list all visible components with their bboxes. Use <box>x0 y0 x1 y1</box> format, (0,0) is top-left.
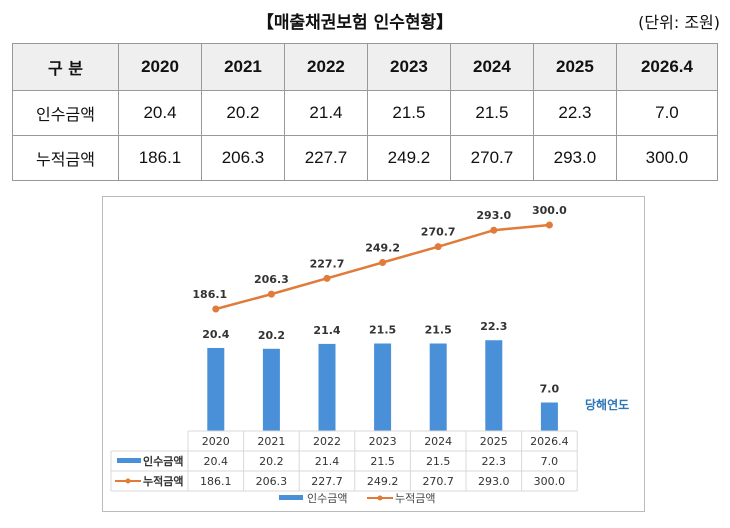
table-value: 20.2 <box>259 455 284 468</box>
cell: 300.0 <box>615 135 719 181</box>
table-value: 20.4 <box>204 455 229 468</box>
category-label: 2021 <box>257 435 285 448</box>
row-label: 누적금액 <box>143 474 183 488</box>
cell: 20.4 <box>118 90 202 136</box>
legend-bar-swatch <box>279 495 303 500</box>
cell: 186.1 <box>118 135 202 181</box>
category-label: 2026.4 <box>530 435 569 448</box>
header-cell: 2020 <box>118 43 202 91</box>
table-value: 270.7 <box>422 475 454 488</box>
bar-data-label: 22.3 <box>480 320 507 333</box>
bar-data-label: 20.2 <box>258 329 285 342</box>
cell: 21.5 <box>449 90 534 136</box>
cell: 206.3 <box>200 135 285 181</box>
line-data-label: 249.2 <box>365 241 400 254</box>
header-cell: 2024 <box>449 43 534 91</box>
cell: 21.5 <box>366 90 451 136</box>
table-value: 227.7 <box>311 475 343 488</box>
line-data-label: 300.0 <box>532 204 567 217</box>
bar <box>374 343 392 431</box>
category-label: 2022 <box>313 435 341 448</box>
bar <box>540 402 558 431</box>
page-title: 【매출채권보험 인수현황】 <box>256 13 454 33</box>
line-data-label: 206.3 <box>254 273 289 286</box>
header-cell: 2025 <box>532 43 617 91</box>
line-point <box>212 305 220 313</box>
line-data-label: 186.1 <box>192 288 227 301</box>
bar <box>262 348 280 431</box>
bar <box>429 343 447 431</box>
legend-label: 인수금액 <box>307 492 347 505</box>
line-series <box>215 223 550 311</box>
category-label: 2023 <box>369 435 397 448</box>
unit-label: (단위: 조원) <box>638 13 720 32</box>
cell: 227.7 <box>283 135 368 181</box>
header-cell: 2026.4 <box>615 43 719 91</box>
table-row: 누적금액 186.1 206.3 227.7 249.2 270.7 293.0… <box>12 135 719 181</box>
table-value: 22.3 <box>482 455 507 468</box>
table-value: 21.5 <box>426 455 451 468</box>
cell: 22.3 <box>532 90 617 136</box>
bar-data-label: 20.4 <box>202 328 229 341</box>
chart-svg: 20.4 20.2 21.4 21.5 21.5 22.3 7.0 당해연도 186.1 206.… <box>110 204 629 505</box>
table-value: 21.4 <box>315 455 340 468</box>
cell: 20.2 <box>200 90 285 136</box>
header-cell: 2023 <box>366 43 451 91</box>
annotation-label: 당해연도 <box>585 397 629 412</box>
header-cell: 구 분 <box>12 43 119 91</box>
legend-label: 누적금액 <box>395 492 435 505</box>
line-legend-marker <box>125 478 131 484</box>
category-label: 2025 <box>480 435 508 448</box>
bar <box>485 340 503 431</box>
line-data-label: 227.7 <box>310 257 345 270</box>
row-label: 인수금액 <box>12 90 119 136</box>
cell: 249.2 <box>366 135 451 181</box>
table-value: 7.0 <box>541 455 559 468</box>
line-data-label: 270.7 <box>421 226 456 239</box>
bar-legend-key <box>117 458 141 463</box>
line-point <box>490 226 498 234</box>
table-row: 인수금액 20.4 20.2 21.4 21.5 21.5 22.3 7.0 <box>12 90 719 136</box>
table-value: 21.5 <box>370 455 395 468</box>
table-value: 186.1 <box>200 475 232 488</box>
row-label: 누적금액 <box>12 135 119 181</box>
line-point <box>379 258 387 266</box>
category-label: 2024 <box>424 435 452 448</box>
table-value: 300.0 <box>534 475 566 488</box>
line-data-label: 293.0 <box>476 209 511 222</box>
line-point <box>267 290 275 298</box>
category-label: 2020 <box>202 435 230 448</box>
bar-data-label: 7.0 <box>540 383 560 396</box>
bar <box>207 347 225 431</box>
table-header-row: 구 분 2020 2021 2022 2023 2024 2025 2026.4 <box>12 43 719 91</box>
line-point <box>434 243 442 251</box>
bar-data-label: 21.5 <box>369 323 396 336</box>
table-value: 293.0 <box>478 475 510 488</box>
row-label: 인수금액 <box>143 454 183 468</box>
bar <box>318 343 336 431</box>
header-cell: 2021 <box>200 43 285 91</box>
bar-data-label: 21.5 <box>425 323 452 336</box>
cell: 270.7 <box>449 135 534 181</box>
cell: 21.4 <box>283 90 368 136</box>
bar-data-label: 21.4 <box>313 324 340 337</box>
line-point <box>545 221 553 229</box>
table-value: 249.2 <box>367 475 399 488</box>
legend-line-marker <box>377 495 383 501</box>
header-cell: 2022 <box>283 43 368 91</box>
summary-table: 구 분 2020 2021 2022 2023 2024 2025 2026.4… <box>12 43 719 181</box>
cell: 7.0 <box>615 90 719 136</box>
line-point <box>323 274 331 282</box>
cell: 293.0 <box>532 135 617 181</box>
combo-chart: 20.4 20.2 21.4 21.5 21.5 22.3 7.0 당해연도 186.1 206.… <box>102 196 645 512</box>
table-value: 206.3 <box>256 475 288 488</box>
